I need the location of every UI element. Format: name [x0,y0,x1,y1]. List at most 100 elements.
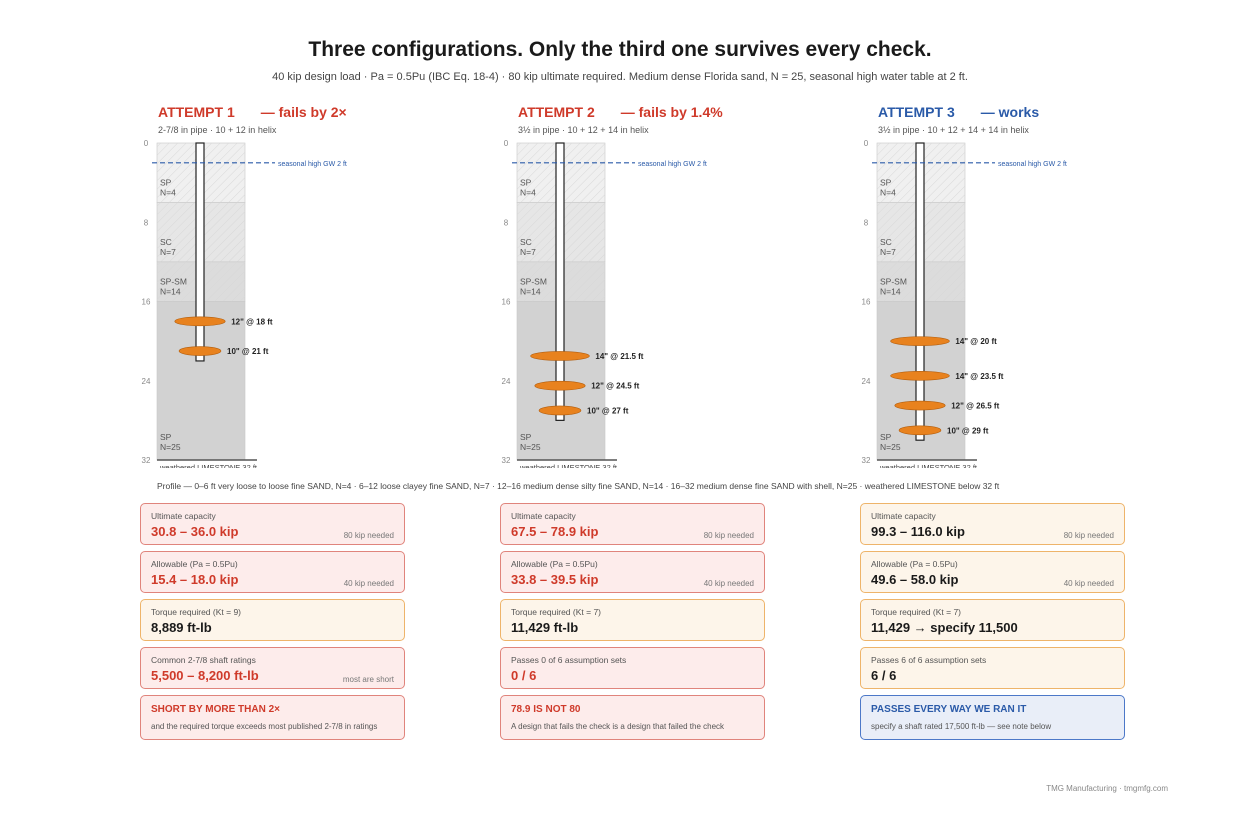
soil-layer-spt: N=25 [160,442,181,452]
soil-layer-spt: N=14 [160,287,181,297]
depth-tick-label: 32 [502,456,511,465]
attempt-2-spec: 3½ in pipe · 10 + 12 + 14 in helix [518,125,649,135]
soil-layer-name: SP [880,432,892,442]
result-card-label: Torque required (Kt = 7) [871,607,962,617]
helix-plate [890,370,950,381]
soil-layer-name: SP-SM [880,277,907,287]
groundwater-label: seasonal high GW 2 ft [278,161,347,168]
attempt-3-soil-diagram: SPN=4SCN=7SP-SMN=14SPN=2508162432weather… [862,139,1067,468]
conclusion-title: SHORT BY MORE THAN 2× [151,704,280,715]
helix-label: 10" @ 27 ft [587,406,629,415]
depth-tick-label: 8 [504,218,509,227]
helix-label: 10" @ 29 ft [947,426,989,435]
result-card-label: Ultimate capacity [511,511,576,521]
limestone-label: weathered LIMESTONE 32 ft [879,463,978,468]
result-card-value: 49.6 – 58.0 kip [871,572,959,587]
helical-pile-shaft [915,142,925,441]
groundwater-label: seasonal high GW 2 ft [638,161,707,168]
result-card-label: Allowable (Pa = 0.5Pu) [151,559,238,569]
result-card-requirement: 40 kip needed [1063,579,1114,588]
depth-tick-label: 0 [144,139,149,148]
result-card-requirement: 40 kip needed [343,579,394,588]
depth-tick-label: 32 [142,456,151,465]
helix-label: 14" @ 21.5 ft [595,352,643,361]
helix-plate [534,380,586,391]
page-title: Three configurations. Only the third one… [308,38,932,61]
conclusion-card: 78.9 IS NOT 80 A design that fails the ch… [500,695,765,740]
limestone-label: weathered LIMESTONE 32 ft [519,463,618,468]
attempt-1-column: ATTEMPT 1 — fails by 2× 2-7/8 in pipe · 1… [140,98,410,758]
result-card: Ultimate capacity 99.3 – 116.0 kip 80 kip … [860,503,1125,545]
soil-layer-name: SP-SM [160,277,187,287]
result-card-value: 0 / 6 [511,668,537,683]
conclusion-title: PASSES EVERY WAY WE RAN IT [871,704,1027,715]
attempt-2-heading: ATTEMPT 2 — fails by 1.4% [518,104,723,120]
depth-tick-label: 16 [142,298,151,307]
result-card-value: 6 / 6 [871,668,897,683]
page-subtitle: 40 kip design load · Pa = 0.5Pu (IBC Eq.… [272,71,968,83]
soil-layer-name: SC [880,237,892,247]
result-card-requirement: 80 kip needed [343,531,394,540]
result-card-label: Torque required (Kt = 9) [151,607,242,617]
attempt-1-heading: ATTEMPT 1 — fails by 2× [158,104,347,120]
soil-layer-name: SC [520,237,532,247]
soil-layer-name: SP [520,432,532,442]
depth-tick-label: 16 [862,298,871,307]
result-card-value: 15.4 – 18.0 kip [151,572,239,587]
result-card: Allowable (Pa = 0.5Pu) 49.6 – 58.0 kip 40 … [860,551,1125,593]
result-card-label: Passes 6 of 6 assumption sets [871,655,987,665]
soil-layer-spt: N=7 [160,247,176,257]
result-card-value: 99.3 – 116.0 kip [871,524,965,539]
result-card-label: Common 2-7/8 shaft ratings [151,655,256,665]
attempt-1-verdict: — fails by 2× [260,104,347,120]
soil-layer-name: SP [880,177,892,187]
attempt-2-soil-diagram: SPN=4SCN=7SP-SMN=14SPN=2508162432weather… [502,139,707,468]
result-card: Ultimate capacity 30.8 – 36.0 kip 80 kip n… [140,503,405,545]
soil-profile-note: Profile — 0–6 ft very loose to loose fin… [157,481,1000,491]
result-card: Torque required (Kt = 9) 8,889 ft-lb [140,599,405,641]
result-card-value: 67.5 – 78.9 kip [511,524,599,539]
soil-layer-spt: N=4 [880,187,896,197]
depth-tick-label: 16 [502,298,511,307]
result-card-label: Ultimate capacity [151,511,216,521]
result-card-value: 11,429 → specify 11,500 [871,620,1018,635]
soil-layer-spt: N=4 [520,187,536,197]
depth-tick-label: 24 [142,377,151,386]
result-card: Allowable (Pa = 0.5Pu) 33.8 – 39.5 kip 40 … [500,551,765,593]
result-card-label: Ultimate capacity [871,511,936,521]
result-card-requirement: 80 kip needed [1063,531,1114,540]
attempt-3-name: ATTEMPT 3 [878,104,955,120]
soil-layer-name: SP [160,432,172,442]
conclusion-text: and the required torque exceeds most pub… [151,722,378,731]
soil-layer-name: SP [160,177,172,187]
helical-pile-shaft [195,142,205,362]
result-card-label: Torque required (Kt = 7) [511,607,602,617]
helix-label: 12" @ 18 ft [231,317,273,326]
helix-plate [530,351,590,361]
result-card: Passes 6 of 6 assumption sets 6 / 6 [860,647,1125,689]
depth-tick-label: 24 [502,377,511,386]
depth-tick-label: 24 [862,377,871,386]
depth-tick-label: 8 [864,218,869,227]
soil-layer-spt: N=25 [520,442,541,452]
soil-layer-spt: N=7 [880,247,896,257]
result-card-value: 30.8 – 36.0 kip [151,524,239,539]
helix-plate [538,405,582,416]
result-card-label: Passes 0 of 6 assumption sets [511,655,627,665]
soil-layer-name: SP-SM [520,277,547,287]
soil-layer-spt: N=14 [520,287,541,297]
attempt-2-verdict: — fails by 1.4% [620,104,723,120]
result-card-requirement: 80 kip needed [703,531,754,540]
soil-layer-spt: N=14 [880,287,901,297]
result-card-requirement: most are short [342,675,394,684]
attempt-2-name: ATTEMPT 2 [518,104,595,120]
result-card-requirement: 40 kip needed [703,579,754,588]
attempt-3-spec: 3½ in pipe · 10 + 12 + 14 + 14 in helix [878,125,1029,135]
helix-label: 14" @ 23.5 ft [955,372,1003,381]
conclusion-card: PASSES EVERY WAY WE RAN IT specify a shaf… [860,695,1125,740]
conclusion-title: 78.9 IS NOT 80 [511,704,581,715]
helix-label: 12" @ 26.5 ft [951,402,999,411]
depth-tick-label: 32 [862,456,871,465]
result-card: Common 2-7/8 shaft ratings 5,500 – 8,200 … [140,647,405,689]
helix-label: 12" @ 24.5 ft [591,382,639,391]
